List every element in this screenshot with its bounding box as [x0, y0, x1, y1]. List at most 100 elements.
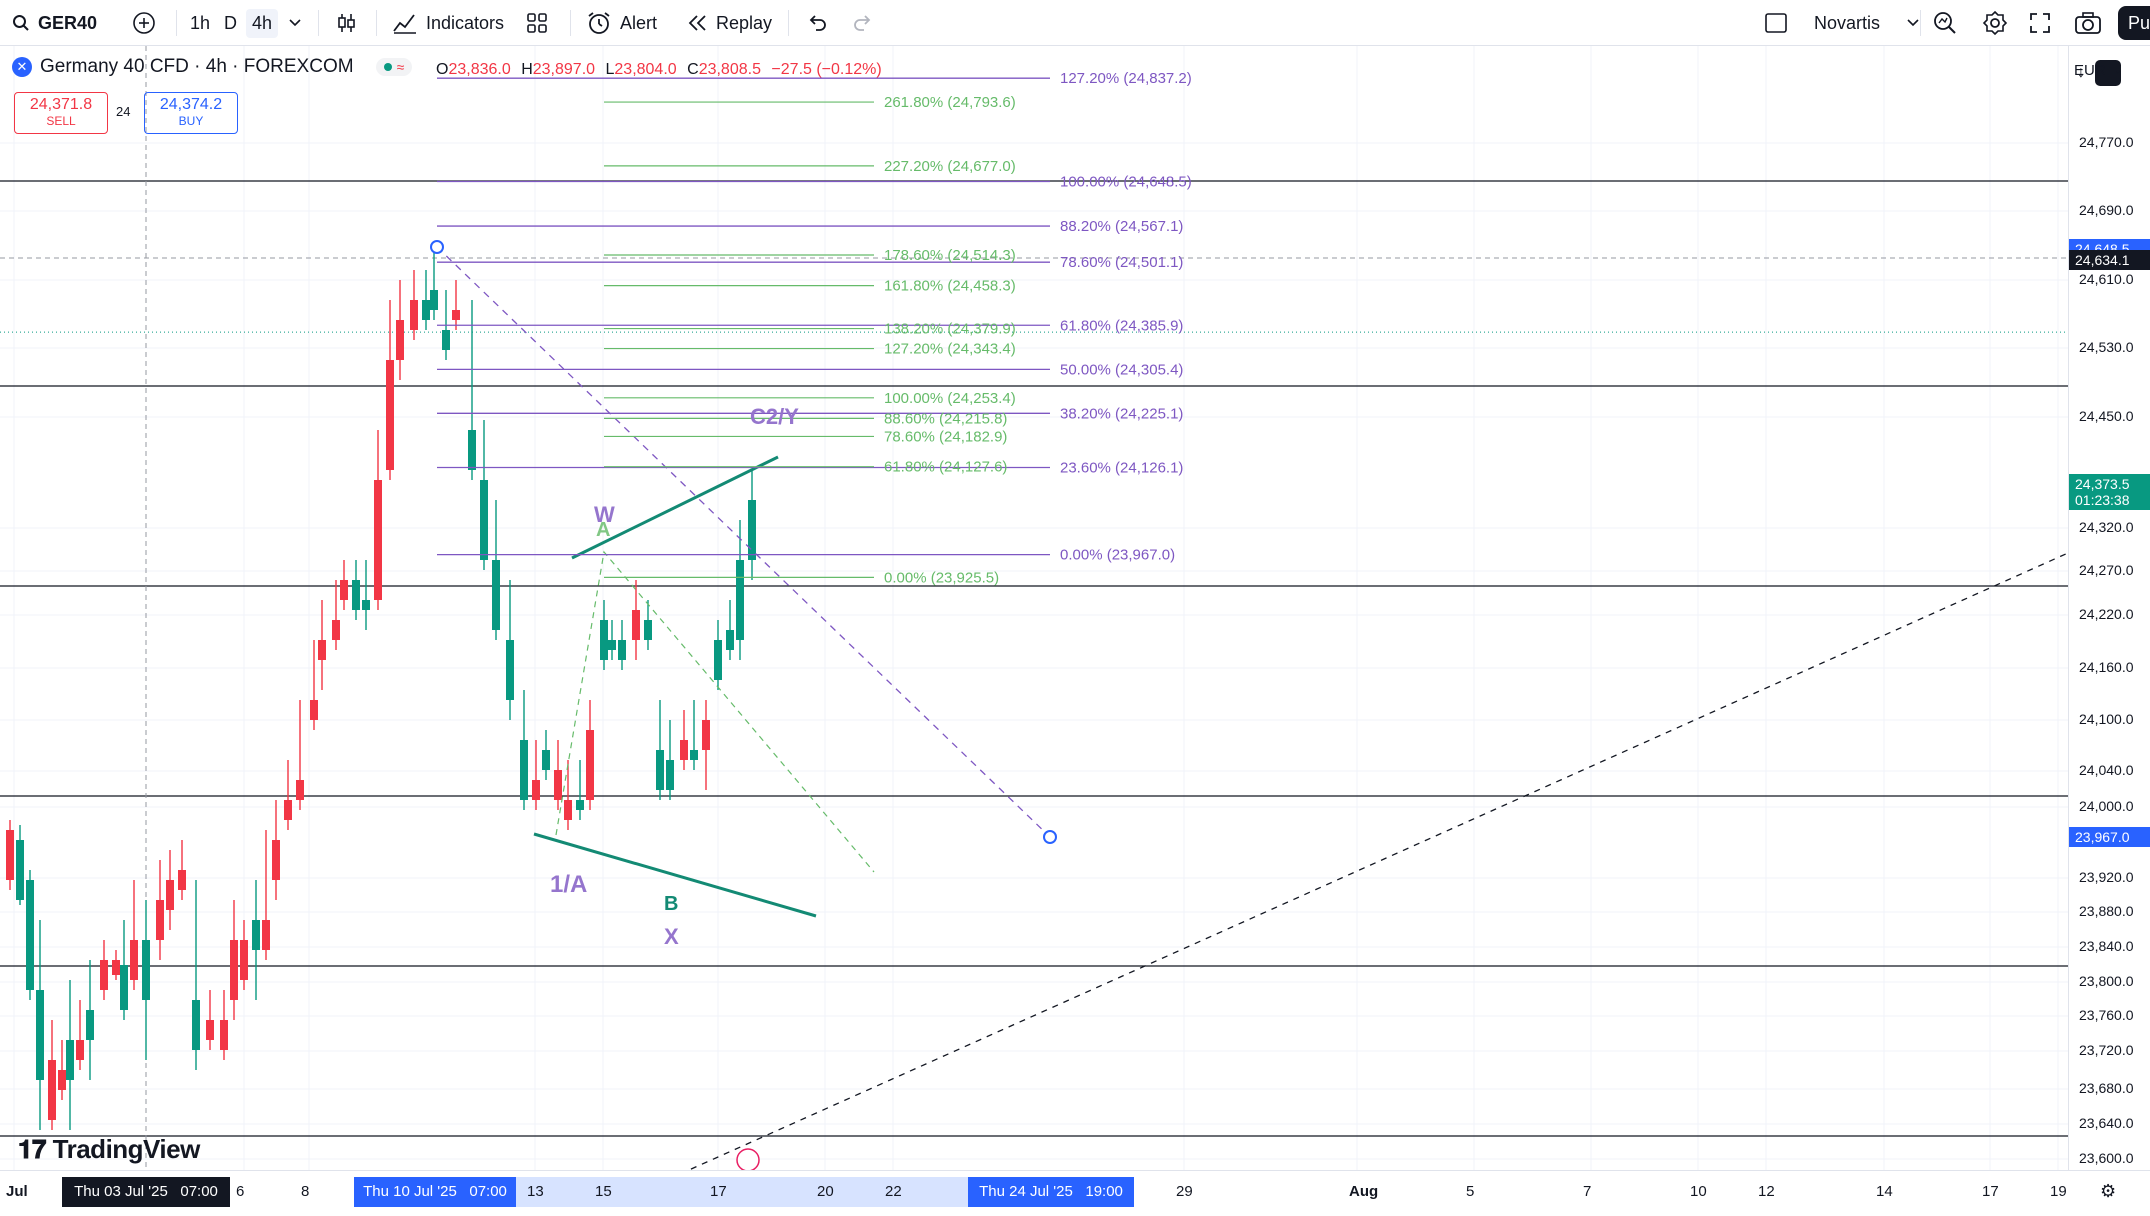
timeframe-d[interactable]: D — [224, 12, 237, 33]
compare-symbol-button[interactable] — [132, 0, 156, 46]
buy-button[interactable]: 24,374.2 BUY — [144, 92, 238, 134]
fullscreen-button[interactable] — [2028, 0, 2052, 46]
market-status-badge[interactable]: ≈ — [375, 58, 413, 76]
candle-body — [66, 1040, 74, 1080]
cursor-time-label: Thu 03 Jul '25 07:00 — [62, 1177, 230, 1207]
auto-scale-icon[interactable] — [2095, 60, 2121, 86]
time-tick-label: 13 — [527, 1183, 544, 1200]
candle-body — [6, 830, 14, 880]
candle-body — [310, 700, 318, 720]
time-tick-label: Jul — [6, 1183, 28, 1200]
price-tick-label: 24,320.0 — [2079, 519, 2134, 535]
legend-title[interactable]: Germany 40 CFD · 4h · FOREXCOM — [40, 56, 354, 77]
fibonacci-levels: 127.20% (24,837.2) 100.00% (24,648.5) 88.2… — [437, 70, 1192, 949]
time-tick-label: 22 — [885, 1183, 902, 1200]
quick-search-button[interactable] — [1932, 0, 1958, 46]
fib-anchor-handle — [1043, 830, 1057, 844]
candle-body — [430, 290, 438, 310]
fib-green-label: 88.60% (24,215.8) — [884, 410, 1007, 427]
sell-button[interactable]: 24,371.8 SELL — [14, 92, 108, 134]
candle-body — [192, 1000, 200, 1050]
price-tick-label: 23,800.0 — [2079, 973, 2134, 989]
price-axis[interactable]: ↓ 24,770.0 24,690.0 24,610.0 24,530.0 24,450… — [2068, 46, 2150, 1170]
wave-icon: ≈ — [396, 59, 405, 75]
price-tick-label: 24,160.0 — [2079, 659, 2134, 675]
price-chart[interactable]: 127.20% (24,837.2) 100.00% (24,648.5) 88.2… — [0, 46, 2068, 1170]
magnifier-chart-icon — [1932, 10, 1958, 36]
watchlist-select[interactable]: Novartis — [1764, 0, 1920, 46]
candle-body — [262, 920, 270, 950]
separator — [318, 10, 319, 36]
candle-body — [296, 780, 304, 800]
replay-button[interactable]: Replay — [686, 0, 772, 46]
time-tick-label: 20 — [817, 1183, 834, 1200]
wave-label-b: B — [664, 893, 678, 915]
top-toolbar: GER40 1h D 4h Indicators — [0, 0, 2150, 46]
candle-body — [362, 600, 370, 610]
candle-body — [120, 965, 128, 1010]
wave-label-w: W — [594, 502, 615, 527]
currency-label: EUR — [2074, 62, 2106, 79]
camera-icon — [2074, 11, 2102, 35]
publish-button[interactable]: Pu — [2118, 6, 2150, 40]
chart-type-button[interactable] — [334, 0, 358, 46]
search-icon — [12, 14, 30, 32]
snapshot-button[interactable] — [2074, 0, 2102, 46]
fib-green-label: 100.00% (24,253.4) — [884, 390, 1016, 407]
price-tick-label: 24,530.0 — [2079, 339, 2134, 355]
alert-button[interactable]: Alert — [586, 0, 657, 46]
candle-body — [374, 480, 382, 600]
fib-green-label: 78.60% (24,182.9) — [884, 428, 1007, 445]
last-price-value: 24,373.5 — [2075, 476, 2130, 492]
candle-body — [480, 480, 488, 560]
candle-body — [48, 1060, 56, 1120]
timeframe-1h[interactable]: 1h — [190, 12, 211, 33]
change-value: −27.5 (−0.12%) — [771, 61, 882, 78]
time-axis[interactable]: Jul 6 8 13 15 17 20 22 29 Aug 5 7 10 12 14 17 19 Thu 03 J… — [0, 1170, 2150, 1216]
candle-body — [714, 640, 722, 680]
candle-body — [284, 800, 292, 820]
candle-body — [156, 900, 164, 940]
templates-button[interactable] — [526, 0, 548, 46]
currency-select[interactable]: EUR ⌄ — [2074, 62, 2123, 79]
candle-body — [468, 430, 476, 470]
settings-button[interactable] — [1982, 0, 2008, 46]
fib-green-label: 127.20% (24,343.4) — [884, 341, 1016, 358]
candle-body — [576, 800, 584, 810]
price-tick-label: 23,840.0 — [2079, 938, 2134, 954]
fib-purple-label: 78.60% (24,501.1) — [1060, 254, 1183, 271]
price-tick-label: 24,610.0 — [2079, 271, 2134, 287]
candle-body — [112, 960, 120, 975]
candle-body — [564, 800, 572, 820]
download-arrow-icon[interactable]: ↓ — [2077, 64, 2085, 81]
symbol-search-button[interactable]: GER40 — [12, 0, 97, 46]
plus-circle-icon — [132, 11, 156, 35]
candle-body — [492, 560, 500, 630]
indicators-button[interactable]: Indicators — [392, 0, 504, 46]
price-tick-label: 23,640.0 — [2079, 1115, 2134, 1131]
timeframe-dropdown[interactable] — [288, 0, 302, 46]
fib-extension-diagonal — [555, 550, 875, 873]
candlestick-series — [6, 250, 756, 1130]
last-price-tag: 24,373.5 01:23:38 — [2069, 474, 2150, 510]
candle-body — [506, 640, 514, 700]
candle-body — [532, 780, 540, 800]
redo-icon — [852, 14, 874, 32]
time-tick-label: 15 — [595, 1183, 612, 1200]
candle-body — [702, 720, 710, 750]
fib-green-label: 261.80% (24,793.6) — [884, 94, 1016, 111]
candle-body — [340, 580, 348, 600]
candle-body — [542, 750, 550, 770]
square-icon — [1764, 11, 1788, 35]
candle-body — [36, 990, 44, 1080]
candle-body — [690, 750, 698, 760]
candle-body — [130, 940, 138, 980]
drawings — [430, 240, 2068, 1170]
open-value: 23,836.0 — [448, 61, 511, 78]
timeframe-4h[interactable]: 4h — [246, 0, 279, 46]
fib-green-label: 178.60% (24,514.3) — [884, 247, 1016, 264]
undo-button[interactable] — [806, 0, 828, 46]
time-axis-settings-icon[interactable]: ⚙ — [2100, 1181, 2117, 1201]
watch-symbol-label: Novartis — [1814, 12, 1881, 33]
redo-button[interactable] — [852, 0, 874, 46]
